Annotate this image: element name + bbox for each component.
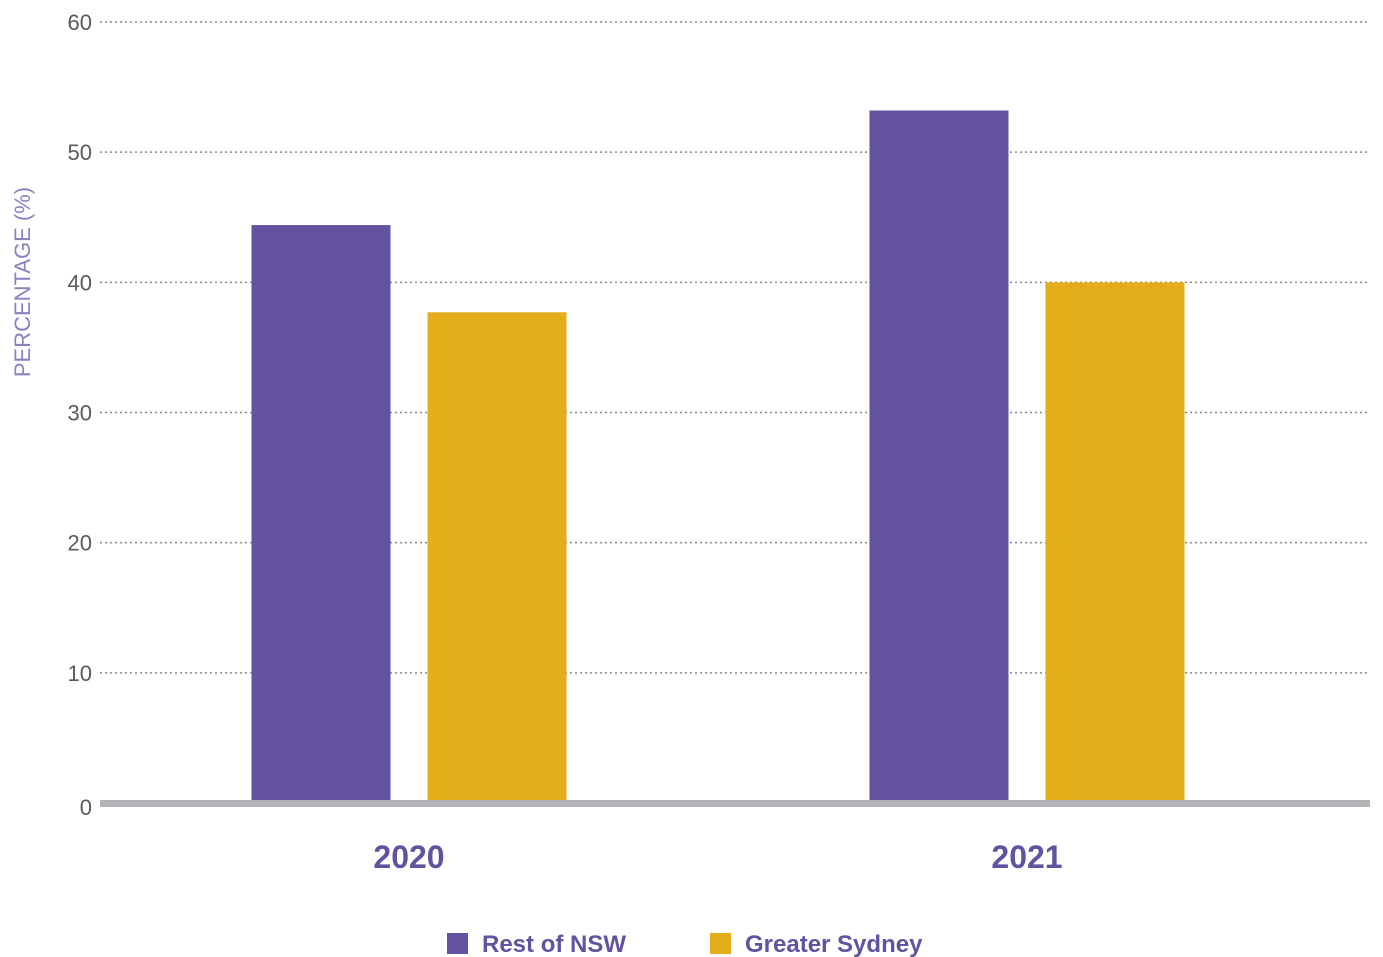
y-tick-label: 60 <box>68 10 92 35</box>
bar-greater-sydney-2021 <box>1045 282 1185 803</box>
bar-rest-of-nsw-2020 <box>251 225 391 803</box>
y-tick-label: 50 <box>68 140 92 165</box>
legend: Rest of NSW Greater Sydney <box>447 931 923 957</box>
y-axis-label: PERCENTAGE (%) <box>10 187 35 377</box>
y-tick-label: 0 <box>80 795 92 820</box>
legend-swatch <box>447 933 468 954</box>
y-tick-label: 10 <box>68 661 92 686</box>
y-tick-label: 40 <box>68 270 92 295</box>
category-labels: 2020 2021 <box>373 839 1062 875</box>
x-axis-line <box>100 800 1370 807</box>
x-axis <box>100 800 1370 807</box>
x-tick-label: 2021 <box>991 839 1062 875</box>
y-tick-label: 30 <box>68 401 92 426</box>
bar-greater-sydney-2020 <box>427 312 567 803</box>
x-tick-label: 2020 <box>373 839 444 875</box>
legend-item-rest-of-nsw: Rest of NSW <box>447 931 626 957</box>
legend-label: Greater Sydney <box>745 931 923 957</box>
y-tick-label: 20 <box>68 531 92 556</box>
bar-rest-of-nsw-2021 <box>869 110 1009 804</box>
legend-item-greater-sydney: Greater Sydney <box>710 931 923 957</box>
bars <box>251 110 1185 804</box>
legend-swatch <box>710 933 731 954</box>
y-tick-labels: 0 10 20 30 40 50 60 <box>68 10 92 820</box>
legend-label: Rest of NSW <box>482 931 626 957</box>
